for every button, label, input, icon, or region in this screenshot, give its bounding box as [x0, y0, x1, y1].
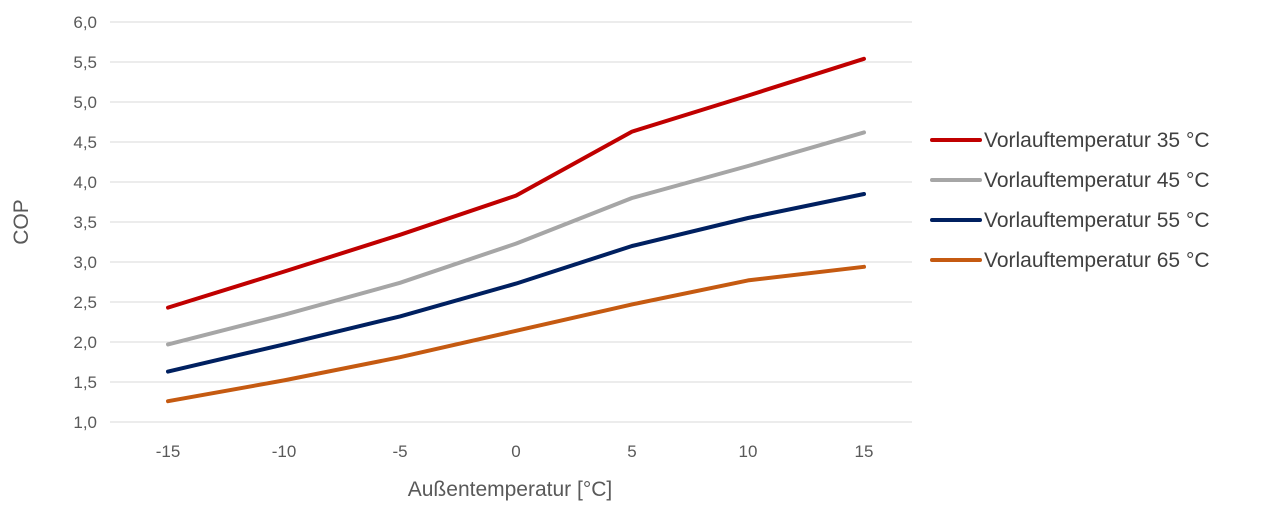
x-tick-label: -15	[156, 442, 181, 461]
x-tick-label: -10	[272, 442, 297, 461]
legend-label: Vorlauftemperatur 45 °C	[984, 169, 1210, 192]
y-tick-label: 4,0	[73, 173, 97, 192]
y-tick-label: 4,5	[73, 133, 97, 152]
series-line-3	[166, 192, 866, 374]
x-tick-label: 10	[739, 442, 758, 461]
series-line-4	[166, 264, 866, 404]
y-tick-label: 2,0	[73, 333, 97, 352]
y-tick-label: 5,5	[73, 53, 97, 72]
y-tick-label: 1,0	[73, 413, 97, 432]
series-line-2	[166, 130, 866, 347]
y-tick-label: 2,5	[73, 293, 97, 312]
legend-label: Vorlauftemperatur 65 °C	[984, 249, 1210, 272]
y-tick-label: 3,0	[73, 253, 97, 272]
x-axis-ticks: -15 -10 -5 0 5 10 15	[156, 442, 874, 461]
y-axis-title: COP	[10, 199, 33, 245]
x-tick-label: 15	[855, 442, 874, 461]
y-tick-label: 3,5	[73, 213, 97, 232]
legend-label: Vorlauftemperatur 35 °C	[984, 129, 1210, 152]
y-tick-label: 5,0	[73, 93, 97, 112]
x-tick-label: 0	[511, 442, 520, 461]
x-tick-label: -5	[392, 442, 407, 461]
y-tick-label: 6,0	[73, 13, 97, 32]
x-tick-label: 5	[627, 442, 636, 461]
gridlines	[110, 21, 912, 423]
y-axis-ticks: 1,0 1,5 2,0 2,5 3,0 3,5 4,0 4,5 5,0 5,5 6,0	[73, 13, 97, 432]
legend: Vorlauftemperatur 35 °C Vorlauftemperatur…	[930, 129, 1210, 272]
legend-label: Vorlauftemperatur 55 °C	[984, 209, 1210, 232]
x-axis-title: Außentemperatur [°C]	[408, 478, 612, 501]
series-line-1	[166, 56, 866, 310]
y-tick-label: 1,5	[73, 373, 97, 392]
series-lines	[166, 56, 866, 404]
